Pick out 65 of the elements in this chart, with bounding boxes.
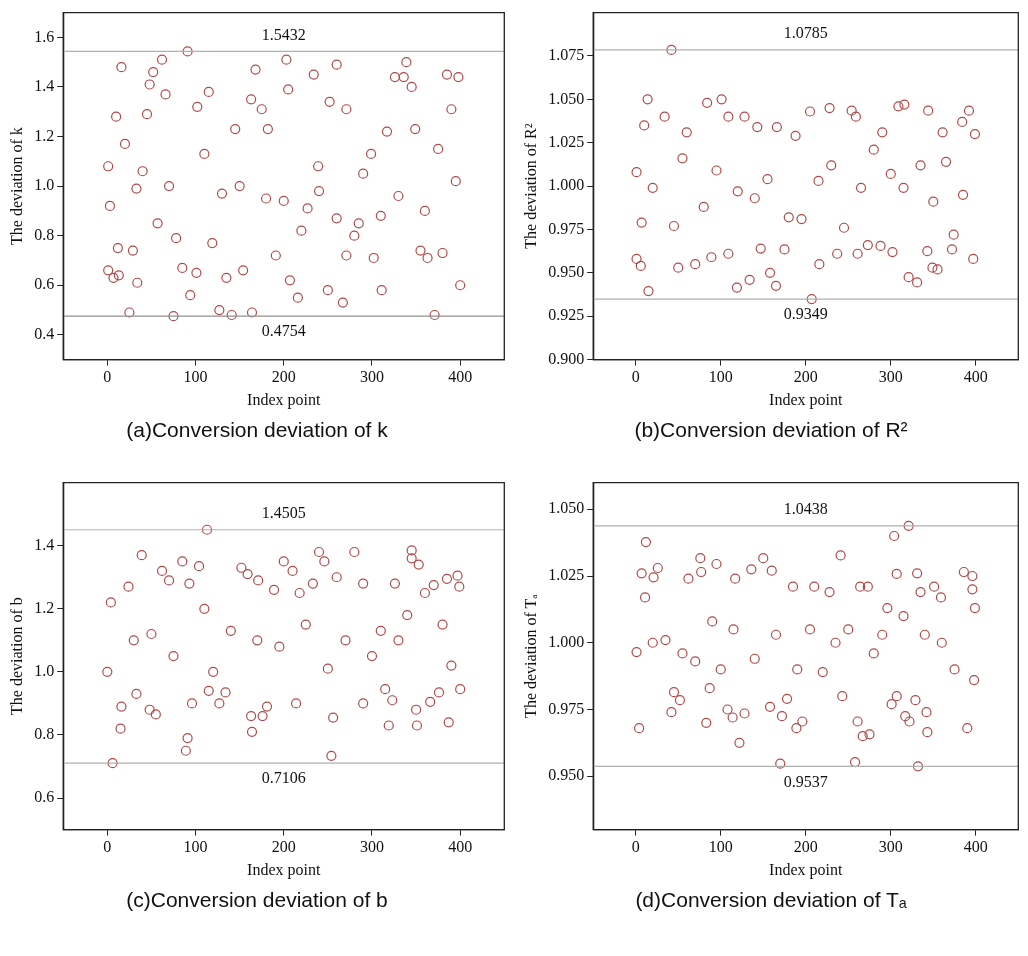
ref-line-label: 0.7106: [261, 769, 306, 787]
ref-line-label: 0.4754: [261, 322, 306, 340]
y-tick-label: 1.2: [34, 598, 55, 616]
y-tick-label: 0.950: [548, 263, 585, 281]
y-tick-label: 0.950: [548, 766, 585, 784]
x-tick-label: 0: [631, 368, 640, 386]
x-tick-label: 200: [793, 838, 818, 856]
ref-line-label: 0.9349: [783, 305, 828, 323]
x-axis-title: Index point: [769, 390, 843, 409]
y-tick-label: 1.025: [548, 566, 585, 584]
x-tick-label: 400: [963, 368, 988, 386]
x-tick-label: 100: [708, 838, 733, 856]
ref-line-label: 1.0438: [783, 500, 828, 518]
x-tick-label: 200: [271, 368, 296, 386]
x-axis-title: Index point: [247, 860, 321, 879]
y-tick-label: 1.6: [34, 27, 55, 45]
y-tick-label: 1.000: [548, 176, 585, 194]
y-tick-label: 0.6: [34, 275, 55, 293]
y-tick-label: 1.075: [548, 46, 585, 64]
y-axis-title: The deviation of k: [7, 127, 25, 245]
y-tick-label: 0.900: [548, 349, 585, 367]
y-tick-label: 0.975: [548, 219, 585, 237]
ref-line-label: 1.4505: [261, 503, 306, 521]
x-tick-label: 300: [359, 838, 384, 856]
y-axis-title: The deviation of R²: [521, 123, 539, 249]
y-tick-label: 1.050: [548, 499, 585, 517]
x-axis-title: Index point: [769, 860, 843, 879]
y-axis-title: The deviation of Tₐ: [521, 593, 539, 718]
x-tick-label: 0: [631, 838, 640, 856]
x-tick-label: 300: [359, 368, 384, 386]
x-tick-label: 100: [183, 368, 208, 386]
x-tick-label: 400: [963, 838, 988, 856]
y-tick-label: 0.6: [34, 788, 55, 806]
x-tick-label: 100: [708, 368, 733, 386]
text: (d)Conversion deviation of Tₐ: [634, 888, 908, 912]
ref-line-label: 0.9537: [783, 772, 828, 790]
x-tick-label: 300: [878, 838, 903, 856]
x-tick-label: 400: [448, 368, 473, 386]
ref-line-label: 1.0785: [783, 24, 828, 42]
y-tick-label: 0.975: [548, 699, 585, 717]
x-tick-label: 100: [183, 838, 208, 856]
y-tick-label: 1.4: [34, 535, 55, 553]
y-tick-label: 0.4: [34, 325, 55, 343]
y-tick-label: 0.925: [548, 306, 585, 324]
x-tick-label: 400: [448, 838, 473, 856]
x-tick-label: 200: [271, 838, 296, 856]
x-tick-label: 0: [103, 368, 112, 386]
ref-line-label: 1.5432: [261, 25, 306, 43]
y-tick-label: 0.8: [34, 225, 55, 243]
x-tick-label: 0: [103, 838, 112, 856]
y-tick-label: 1.000: [548, 632, 585, 650]
x-tick-label: 300: [878, 368, 903, 386]
y-tick-label: 0.8: [34, 725, 55, 743]
x-tick-label: 200: [793, 368, 818, 386]
y-tick-label: 1.0: [34, 176, 55, 194]
text: (c)Conversion deviation of b: [125, 888, 389, 912]
x-axis-title: Index point: [247, 390, 321, 409]
y-tick-label: 1.050: [548, 89, 585, 107]
y-tick-label: 1.025: [548, 132, 585, 150]
y-tick-label: 1.0: [34, 662, 55, 680]
y-tick-label: 1.2: [34, 126, 55, 144]
y-axis-title: The deviation of b: [7, 597, 25, 715]
text: (a)Conversion deviation of k: [125, 418, 389, 442]
y-tick-label: 1.4: [34, 77, 55, 95]
text: (b)Conversion deviation of R²: [633, 418, 909, 442]
